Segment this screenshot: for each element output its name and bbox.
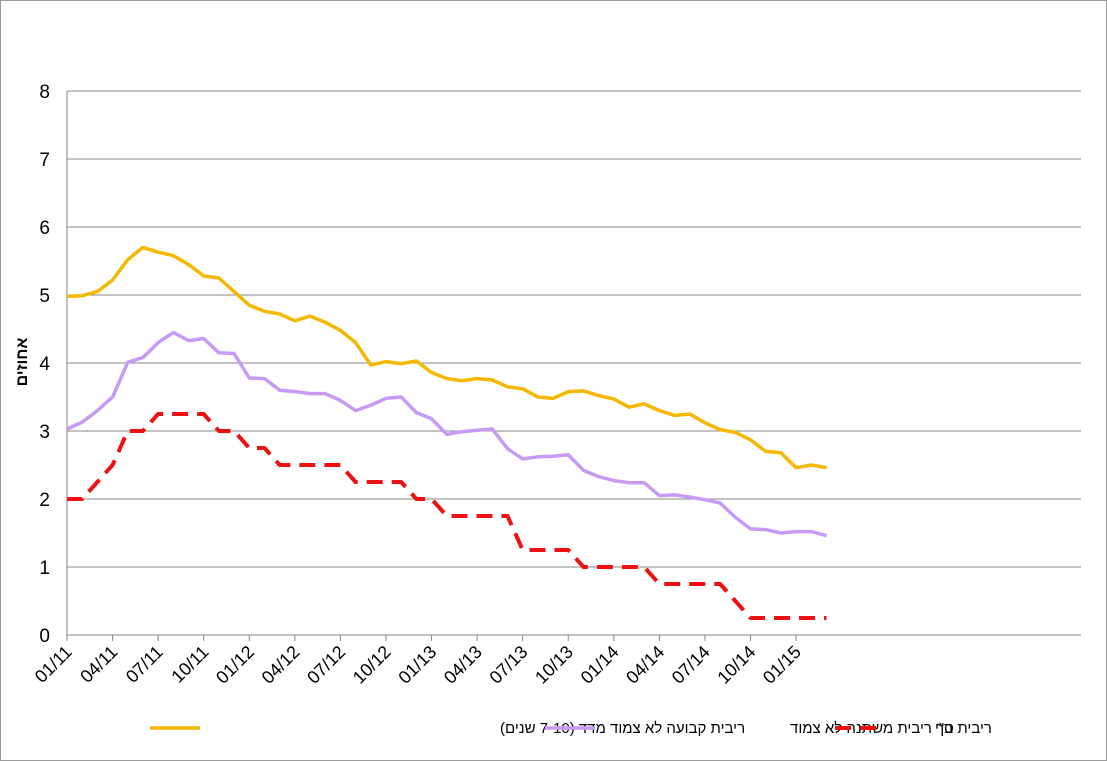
x-tick-label: 10/12 [349,642,395,688]
legend-label-3: ריבית ב"י [935,720,992,737]
y-tick-label: 4 [39,354,50,375]
y-tick-label: 5 [39,286,50,307]
series-line-3 [67,412,827,620]
x-tick-label: 04/11 [76,642,121,687]
x-tick-label: 04/12 [258,642,304,688]
series-line-1 [66,245,827,470]
y-tick-label: 7 [39,150,50,171]
y-axis-label: אחוזים [14,338,31,387]
x-axis-ticks: 01/11 04/11 07/11 10/11 01/12 04/12 07/12 10/12… [31,635,805,688]
x-tick-label: 10/11 [167,642,212,687]
x-tick-label: 10/13 [531,642,577,688]
legend: ריבית קבועה לא צמוד מדד (7-10 שנים)סך רי… [150,720,992,737]
series-line-2 [66,330,827,538]
y-axis-ticks: 0 1 2 3 4 5 6 7 8 [39,82,50,647]
x-tick-label: 07/14 [668,642,714,688]
x-tick-label: 04/14 [622,642,668,688]
x-tick-label: 07/12 [303,642,349,688]
y-tick-label: 3 [39,422,50,443]
y-tick-label: 0 [39,626,50,647]
x-tick-label: 01/12 [212,642,258,688]
y-tick-label: 1 [39,558,50,579]
y-tick-label: 8 [39,82,50,103]
y-tick-label: 2 [39,490,50,511]
x-tick-label: 01/15 [759,642,805,688]
x-tick-label: 01/11 [31,642,76,687]
x-tick-label: 10/14 [713,642,759,688]
axes [66,91,1081,636]
y-tick-label: 6 [39,218,50,239]
legend-label-1: ריבית קבועה לא צמוד מדד (7-10 שנים) [500,720,745,737]
x-tick-label: 01/14 [577,642,623,688]
x-tick-label: 07/11 [122,642,167,687]
x-tick-label: 04/13 [440,642,486,688]
x-tick-label: 01/13 [394,642,440,688]
series-lines [66,245,827,620]
gridlines [67,90,1081,568]
x-tick-label: 07/13 [486,642,532,688]
